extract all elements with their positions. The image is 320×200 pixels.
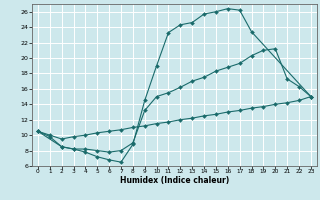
X-axis label: Humidex (Indice chaleur): Humidex (Indice chaleur) <box>120 176 229 185</box>
